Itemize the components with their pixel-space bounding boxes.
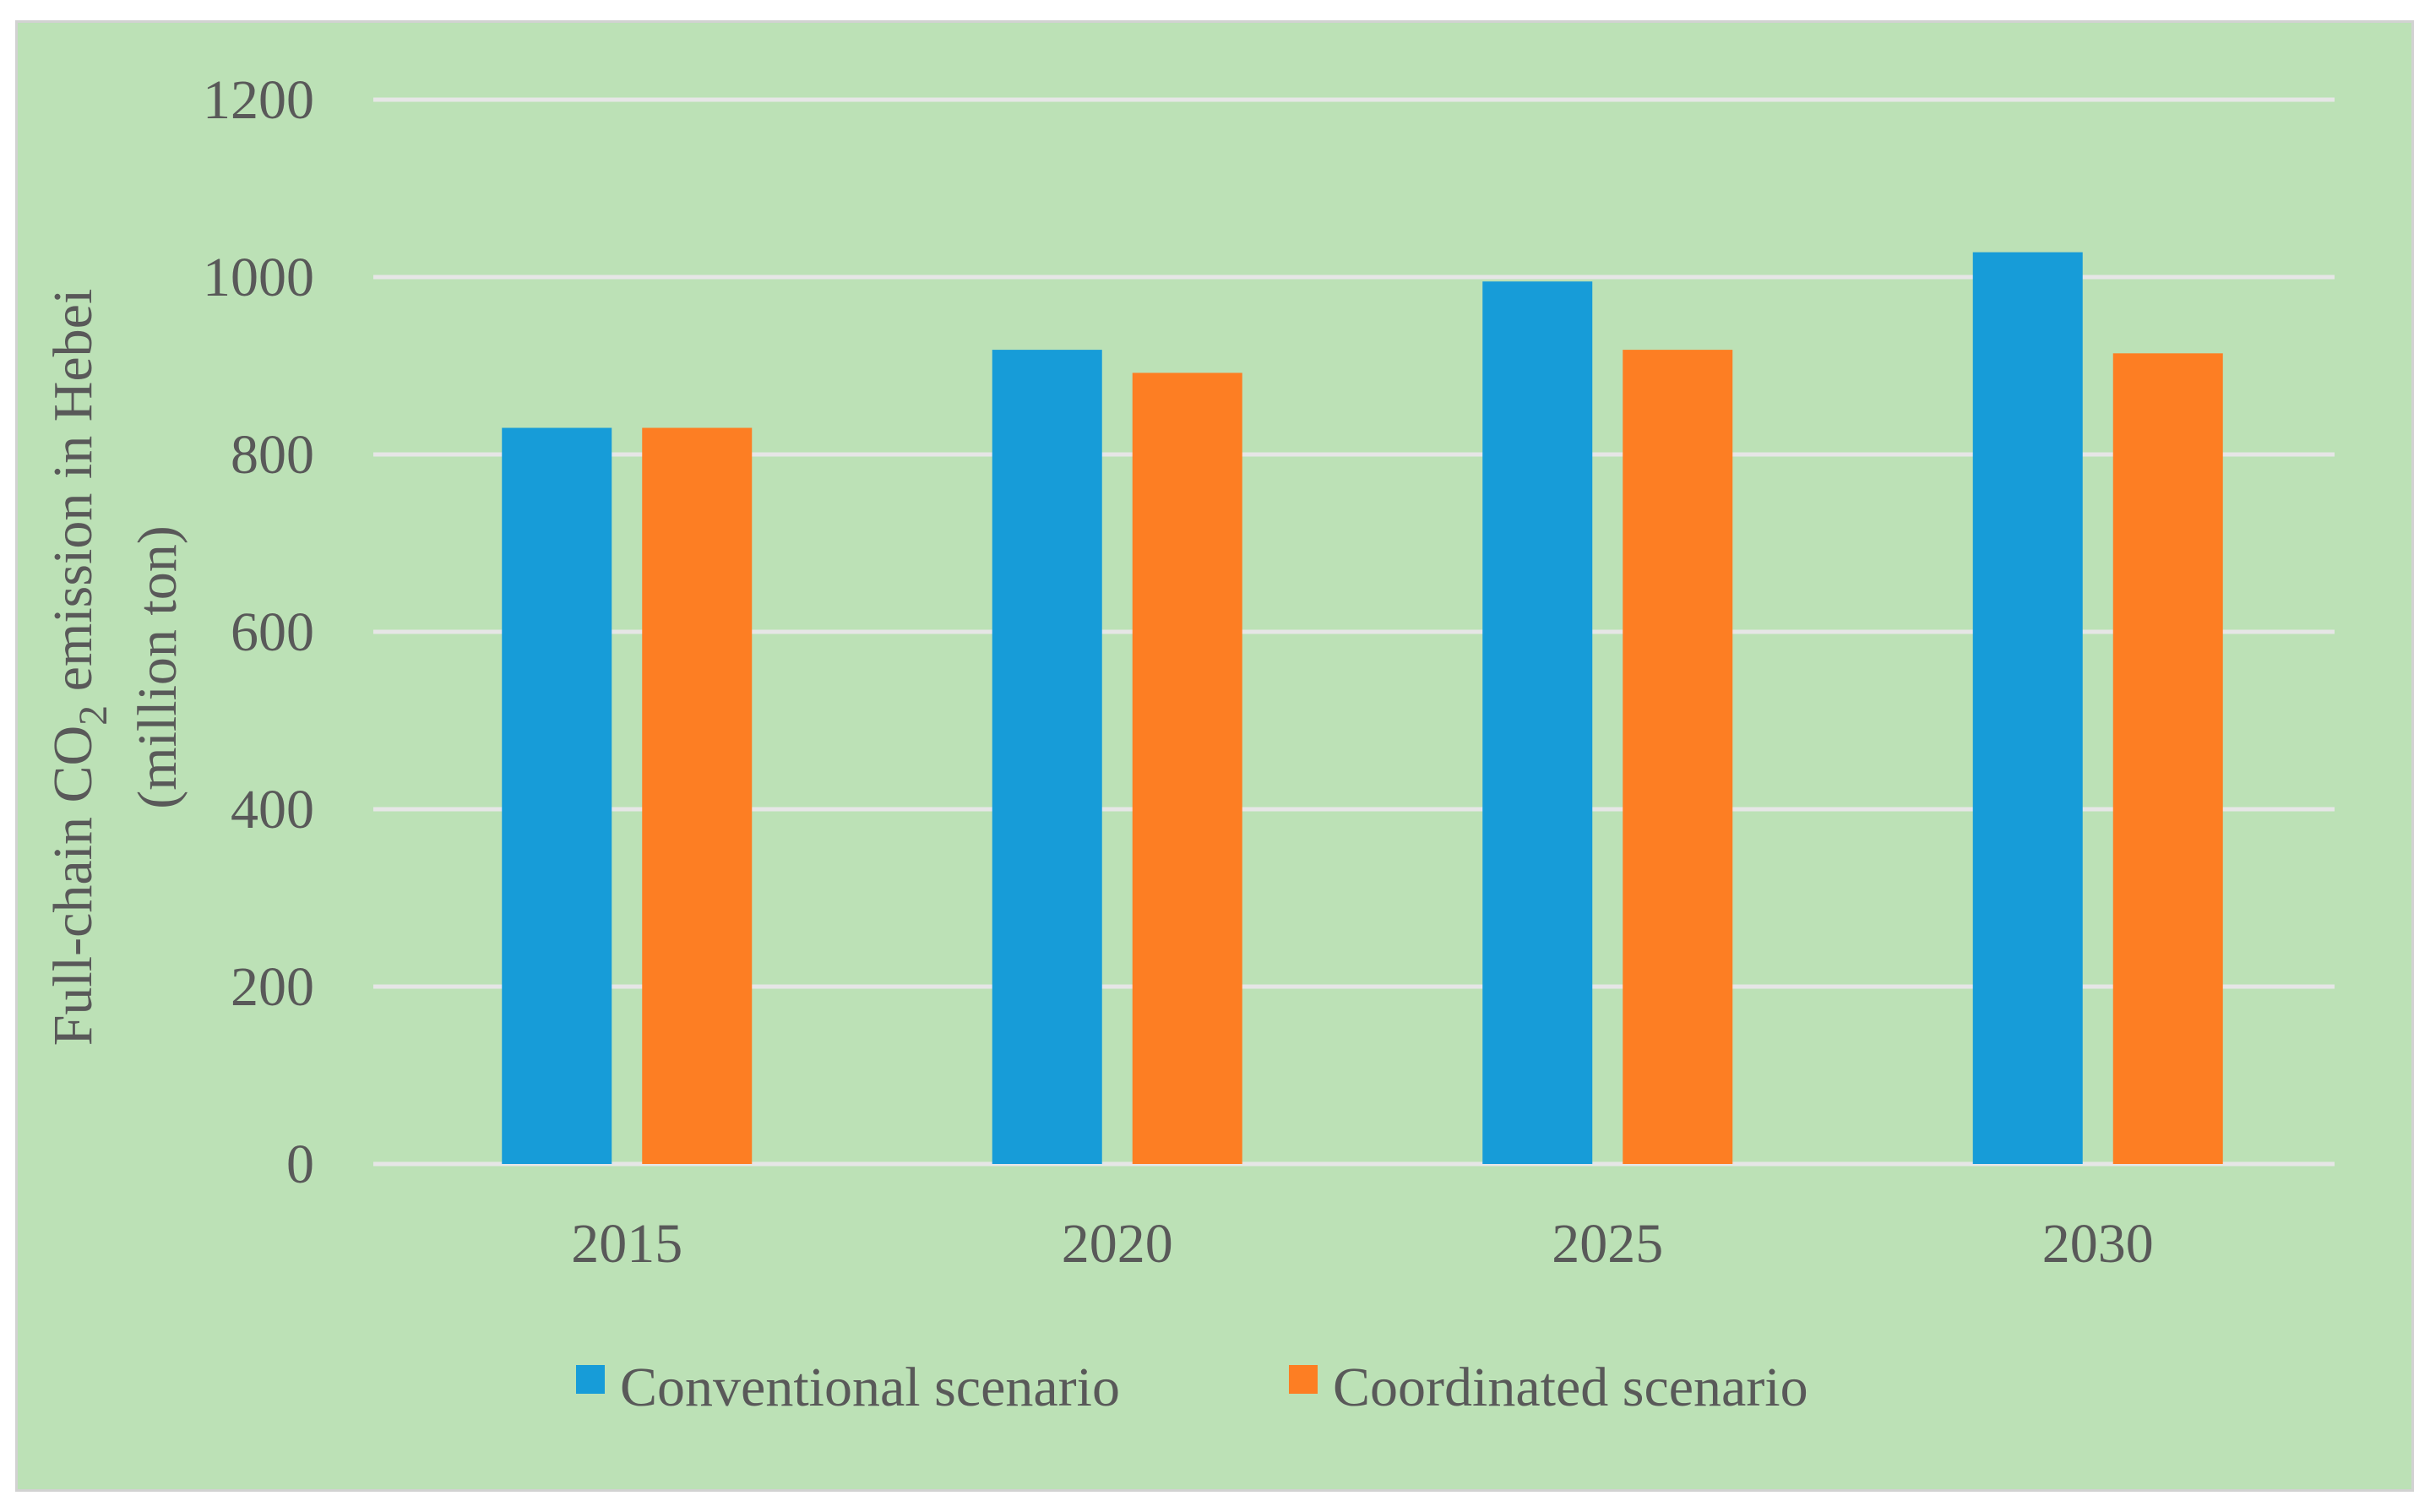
bar-conventional-2020 — [992, 350, 1102, 1165]
legend-label-conventional: Conventional scenario — [620, 1357, 1120, 1418]
x-category-label-2015: 2015 — [571, 1213, 682, 1275]
bar-coordinated-2020 — [1132, 373, 1242, 1164]
legend-label-coordinated: Coordinated scenario — [1333, 1357, 1808, 1418]
y-axis-title-line1: Full-chain CO2 emission in Hebei — [42, 289, 116, 1047]
y-tick-label-0: 0 — [286, 1134, 314, 1195]
y-axis-title-sub: 2 — [71, 705, 116, 726]
bar-coordinated-2030 — [2112, 353, 2223, 1164]
y-axis-ticks: 0 200 400 600 800 1000 1200 — [203, 69, 314, 1195]
y-tick-label-800: 800 — [231, 424, 314, 486]
y-tick-label-400: 400 — [231, 779, 314, 840]
y-axis-title-line2: (million ton) — [127, 525, 188, 808]
legend-swatch-conventional — [576, 1365, 605, 1394]
bar-conventional-2025 — [1482, 281, 1593, 1164]
y-tick-label-1200: 1200 — [203, 69, 314, 131]
legend-swatch-coordinated — [1289, 1365, 1318, 1394]
y-tick-label-600: 600 — [231, 601, 314, 663]
y-tick-label-1000: 1000 — [203, 247, 314, 308]
bars — [502, 252, 2223, 1165]
x-category-label-2025: 2025 — [1552, 1213, 1663, 1275]
x-axis-categories: 2015 2020 2025 2030 — [571, 1213, 2154, 1275]
y-tick-label-200: 200 — [231, 956, 314, 1018]
bar-coordinated-2015 — [642, 427, 753, 1164]
bar-coordinated-2025 — [1623, 350, 1733, 1165]
y-axis-title-pre: Full-chain CO — [42, 726, 104, 1046]
bar-conventional-2015 — [502, 427, 612, 1164]
bar-conventional-2030 — [1972, 252, 2083, 1165]
y-axis-title-post: emission in Hebei — [42, 289, 104, 705]
x-category-label-2020: 2020 — [1062, 1213, 1173, 1275]
x-category-label-2030: 2030 — [2042, 1213, 2154, 1275]
legend: Conventional scenario Coordinated scenar… — [576, 1357, 1808, 1418]
